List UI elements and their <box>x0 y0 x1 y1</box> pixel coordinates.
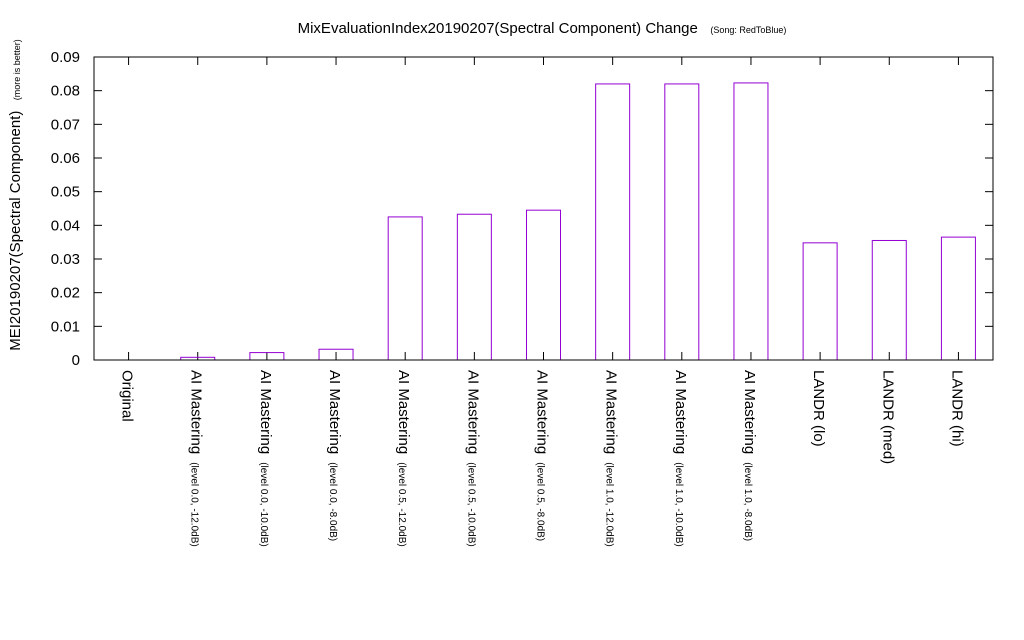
x-tick-label: LANDR (lo) <box>810 370 827 447</box>
x-tick-label: AI Mastering(level 0.5, -12.0dB) <box>395 370 412 547</box>
bar <box>940 236 976 361</box>
chart-title: MixEvaluationIndex20190207(Spectral Comp… <box>298 20 787 37</box>
x-tick-label: AI Mastering(level 0.0, -8.0dB) <box>326 370 343 541</box>
x-tick-label: AI Mastering(level 1.0, -12.0dB) <box>603 370 620 547</box>
y-tick-label: 0.02 <box>51 285 80 302</box>
y-axis-ticks: 0 0.01 0.02 0.03 0.04 0.05 0.06 0.07 0.08 0.09 <box>51 49 993 369</box>
x-tick-label: AI Mastering(level 0.5, -10.0dB) <box>464 370 481 547</box>
y-tick-label: 0.06 <box>51 150 80 167</box>
x-tick-label: AI Mastering(level 0.5, -8.0dB) <box>534 370 551 541</box>
y-tick-label: 0.07 <box>51 116 80 133</box>
y-tick-label: 0 <box>72 352 80 369</box>
bar <box>733 82 769 361</box>
bar <box>387 216 423 361</box>
x-tick-label: LANDR (med) <box>879 370 896 464</box>
y-tick-label: 0.09 <box>51 49 80 66</box>
x-tick-label: AI Mastering(level 1.0, -8.0dB) <box>741 370 758 541</box>
bar <box>526 209 561 361</box>
bar <box>664 83 700 361</box>
y-tick-label: 0.04 <box>51 217 80 234</box>
bar <box>802 242 838 361</box>
x-tick-label: Original <box>119 370 136 422</box>
x-tick-label: AI Mastering(level 1.0, -10.0dB) <box>672 370 689 547</box>
x-tick-label: LANDR (hi) <box>948 370 965 447</box>
y-axis-label: MEI20190207(Spectral Component) (more is… <box>7 39 24 351</box>
x-axis-category-labels: Original AI Mastering(level 0.0, -12.0dB)… <box>119 370 966 547</box>
bar <box>456 213 492 361</box>
y-tick-label: 0.01 <box>51 318 80 335</box>
bar <box>595 83 631 361</box>
y-tick-label: 0.05 <box>51 184 80 201</box>
x-tick-label: AI Mastering(level 0.0, -12.0dB) <box>188 370 205 547</box>
plot-frame <box>93 56 994 361</box>
bars <box>128 57 976 361</box>
y-tick-label: 0.08 <box>51 83 80 100</box>
x-tick-label: AI Mastering(level 0.0, -10.0dB) <box>257 370 274 547</box>
y-tick-label: 0.03 <box>51 251 80 268</box>
bar <box>871 239 907 361</box>
